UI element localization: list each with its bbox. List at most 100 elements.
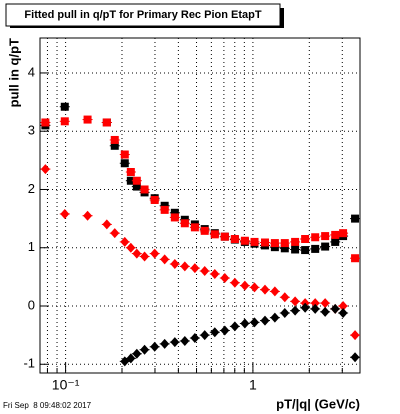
diamond-marker: [110, 228, 120, 239]
square-marker: [311, 233, 320, 242]
diamond-marker: [83, 210, 93, 221]
diamond-marker: [190, 333, 200, 344]
square-marker: [120, 159, 129, 168]
diamond-marker: [102, 219, 112, 230]
diamond-marker: [140, 251, 150, 262]
diamond-marker: [132, 348, 142, 359]
diamond-marker: [170, 337, 180, 348]
diamond-marker: [240, 280, 250, 291]
x-axis-label: pT/|q| (GeV/c): [276, 396, 360, 411]
diamond-marker: [260, 284, 270, 295]
diamond-marker: [140, 344, 150, 355]
footer-date: Fri Sep 8 09:48:02 2017: [3, 401, 92, 410]
diamond-marker: [290, 305, 300, 316]
diamond-marker: [250, 282, 260, 293]
square-marker: [270, 239, 279, 248]
diamond-marker: [40, 164, 50, 175]
diamond-marker: [310, 303, 320, 314]
plot-frame: [39, 37, 361, 374]
square-marker: [291, 245, 300, 254]
diamond-marker: [132, 248, 142, 259]
square-marker: [160, 205, 169, 214]
x-tick-label: 10⁻¹: [52, 377, 80, 393]
square-marker: [250, 237, 259, 246]
square-marker: [331, 230, 340, 239]
diamond-marker: [350, 330, 360, 341]
diamond-marker: [330, 303, 340, 314]
diamond-marker: [260, 315, 270, 326]
square-marker: [291, 237, 300, 246]
square-marker: [240, 236, 249, 245]
diamond-marker: [320, 298, 330, 309]
square-marker: [311, 244, 320, 253]
diamond-marker: [240, 318, 250, 329]
square-marker: [210, 230, 219, 239]
diamond-marker: [230, 277, 240, 288]
diamond-marker: [190, 263, 200, 274]
square-marker: [270, 243, 279, 252]
square-marker: [339, 229, 348, 238]
square-marker: [120, 150, 129, 159]
diamond-marker: [126, 242, 136, 253]
y-tick-label: 1: [28, 239, 35, 254]
square-marker: [301, 235, 310, 243]
square-marker: [140, 185, 149, 194]
square-marker: [260, 238, 269, 247]
diamond-marker: [280, 307, 290, 318]
square-marker: [132, 176, 141, 185]
square-marker: [351, 214, 360, 223]
y-tick-label: 3: [28, 123, 35, 138]
square-marker: [321, 232, 330, 241]
diamond-marker: [290, 296, 300, 307]
x-tick-label: 1: [249, 377, 257, 393]
diamond-marker: [210, 327, 220, 338]
square-marker: [110, 135, 119, 144]
diamond-marker: [180, 261, 190, 272]
diamond-marker: [220, 273, 230, 284]
diamond-marker: [210, 268, 220, 279]
diamond-marker: [280, 292, 290, 303]
square-marker: [126, 168, 135, 176]
square-marker: [280, 239, 289, 248]
square-marker: [60, 102, 69, 111]
square-marker: [180, 219, 189, 228]
square-marker: [170, 213, 179, 222]
square-marker: [220, 232, 229, 241]
square-marker: [170, 208, 179, 217]
square-marker: [60, 117, 69, 126]
square-marker: [102, 118, 111, 127]
diamond-marker: [120, 356, 130, 367]
y-tick-label: -1: [23, 356, 35, 371]
diamond-marker: [120, 236, 130, 247]
diamond-marker: [350, 352, 360, 363]
diamond-marker: [310, 298, 320, 309]
diamond-marker: [126, 353, 136, 364]
diamond-marker: [230, 321, 240, 332]
square-marker: [280, 244, 289, 253]
square-marker: [126, 176, 135, 185]
square-marker: [200, 226, 209, 235]
square-marker: [41, 118, 50, 127]
square-marker: [110, 141, 119, 150]
title-box: [5, 3, 281, 27]
square-marker: [132, 182, 141, 191]
diamond-marker: [200, 266, 210, 277]
diamond-marker: [170, 259, 180, 270]
diamond-marker: [220, 325, 230, 336]
square-marker: [83, 115, 92, 124]
diamond-marker: [150, 341, 160, 352]
square-marker: [321, 242, 330, 251]
diamond-marker: [180, 335, 190, 346]
diamond-marker: [338, 307, 348, 318]
square-marker: [190, 223, 199, 232]
diamond-marker: [160, 338, 170, 349]
square-marker: [351, 254, 360, 263]
chart-title: Fitted pull in q/pT for Primary Rec Pion…: [24, 9, 261, 21]
y-tick-label: 2: [28, 181, 35, 196]
y-axis-label: pull in q/pT: [6, 38, 21, 107]
diamond-marker: [160, 254, 170, 265]
diamond-marker: [338, 301, 348, 311]
diamond-marker: [320, 306, 330, 317]
diamond-marker: [60, 208, 70, 219]
